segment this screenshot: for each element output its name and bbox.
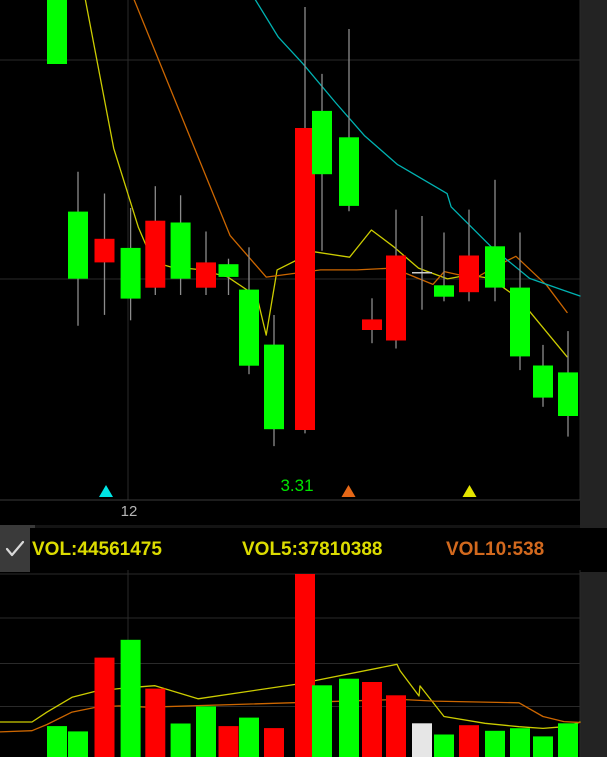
- svg-text:12: 12: [121, 503, 138, 520]
- svg-text:3.31: 3.31: [280, 476, 313, 495]
